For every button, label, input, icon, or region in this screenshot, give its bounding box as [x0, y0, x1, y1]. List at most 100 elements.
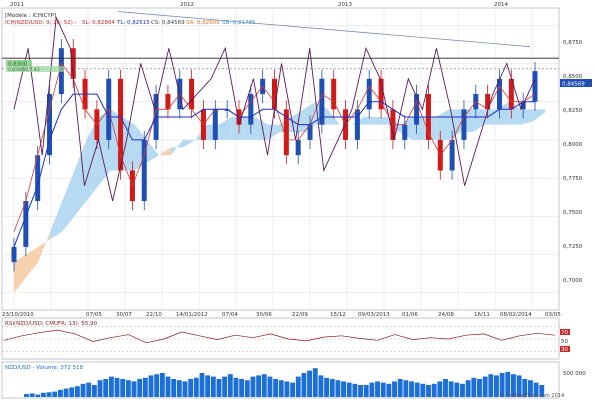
volume-bar: [40, 392, 46, 397]
candle-body: [272, 78, 277, 110]
candle-body: [532, 71, 538, 102]
cloud-segment: [62, 170, 75, 232]
ichimoku-label: ICH(NZD/USD; 9; 26; 52) :: [5, 20, 77, 26]
volume-bar: [403, 380, 409, 397]
price-tick-label: 0,7250: [563, 244, 583, 250]
volume-bar: [29, 393, 35, 397]
candle-body: [485, 94, 491, 110]
sb-value: SB: 0,81785: [222, 20, 256, 26]
volume-bar: [324, 377, 330, 397]
volume-bar: [409, 381, 414, 397]
volume-bar: [448, 381, 454, 397]
candle-body: [11, 246, 17, 263]
year-label: 2011: [10, 2, 24, 8]
sl-value: SL: 0,82864: [82, 20, 115, 26]
candle-body: [295, 139, 301, 156]
year-label: 2013: [338, 2, 352, 8]
volume-bar: [284, 381, 290, 397]
cloud-segment: [38, 231, 51, 263]
current-price-tag: [560, 79, 592, 87]
volume-axis-label: 500 000: [563, 371, 586, 377]
candle-body: [283, 109, 289, 156]
volume-bar: [318, 375, 324, 397]
volume-bar: [511, 374, 516, 397]
level-tag-label: 0,8300/0,7.41: [8, 67, 40, 73]
volume-bar: [494, 375, 499, 397]
date-label: 09/03/2013: [358, 312, 390, 318]
volume-bar: [295, 376, 301, 397]
date-label: 07/05: [86, 312, 102, 318]
candle-body: [378, 78, 384, 110]
volume-bar: [301, 373, 307, 397]
cloud-segment: [14, 254, 27, 293]
volume-bar: [210, 376, 216, 397]
volume-bar: [528, 380, 533, 397]
volume-bar: [267, 376, 273, 397]
volume-bar: [335, 380, 341, 397]
candle-body: [496, 78, 502, 110]
level-tag: [6, 66, 64, 72]
volume-bar: [120, 379, 126, 397]
volume-bar: [397, 379, 403, 397]
rsi-series: [2, 326, 559, 352]
volume-bar: [465, 380, 471, 397]
volume-bar: [454, 382, 460, 397]
year-label: 2014: [494, 2, 508, 8]
date-label: 30/07: [116, 312, 132, 318]
cloud-segment: [520, 109, 533, 125]
volume-bar: [114, 377, 120, 397]
rsi-panel: [1, 317, 560, 360]
volume-bar: [369, 382, 375, 397]
volume-bar: [471, 377, 477, 397]
candle-body: [165, 94, 171, 110]
volume-bar: [154, 374, 160, 397]
candle-body: [47, 94, 53, 156]
volume-bar: [108, 376, 114, 397]
price-tick-label: 0,8750: [563, 40, 583, 46]
volume-bar: [420, 383, 426, 397]
current-price-label: 0,84569: [562, 82, 585, 88]
date-label: 01/06: [402, 312, 418, 318]
volume-bar: [159, 373, 165, 397]
candle-body: [224, 109, 230, 111]
volume-bar: [352, 383, 358, 397]
volume-bar: [69, 387, 75, 397]
candle-body: [35, 155, 41, 202]
volume-bar: [261, 374, 267, 397]
date-label: 08/02/2014: [500, 312, 532, 318]
candle-body: [212, 109, 218, 140]
candle-body: [319, 78, 325, 125]
volume-bar: [188, 379, 194, 397]
volume-bar: [392, 381, 397, 397]
volume-bar: [256, 375, 262, 397]
volume-bar: [91, 385, 97, 397]
volume-bar: [375, 381, 380, 397]
date-label: 24/08: [438, 312, 454, 318]
cloud-segment: [182, 139, 196, 148]
volume-bar: [142, 377, 148, 397]
volume-bar: [222, 376, 228, 397]
trend-line: [117, 11, 531, 48]
price-axis: 0,8750 0,8500 0,8250 0,8000 0,7750 0,750…: [563, 40, 583, 284]
candle-body: [414, 94, 420, 125]
candle-body: [248, 94, 254, 125]
candle-body: [331, 78, 337, 110]
cloud-segment: [532, 109, 545, 122]
candle-body: [508, 78, 514, 110]
level-tag-label: 0,8300: [8, 62, 28, 68]
volume-bar: [307, 370, 313, 397]
cloud-segment: [170, 139, 183, 156]
date-label: 14/01/2012: [176, 312, 208, 318]
volume-bar: [460, 383, 465, 397]
year-axis: 2011 2012 2013 2014: [10, 2, 508, 8]
volume-bar: [46, 392, 52, 397]
volume-bar: [171, 379, 177, 397]
date-label: 16/11: [474, 312, 490, 318]
candle-body: [189, 78, 195, 110]
rsi-level-label: 30: [561, 347, 568, 353]
date-label: 22/09: [292, 312, 308, 318]
candle-body: [141, 139, 147, 202]
chikou-line: [13, 15, 536, 202]
